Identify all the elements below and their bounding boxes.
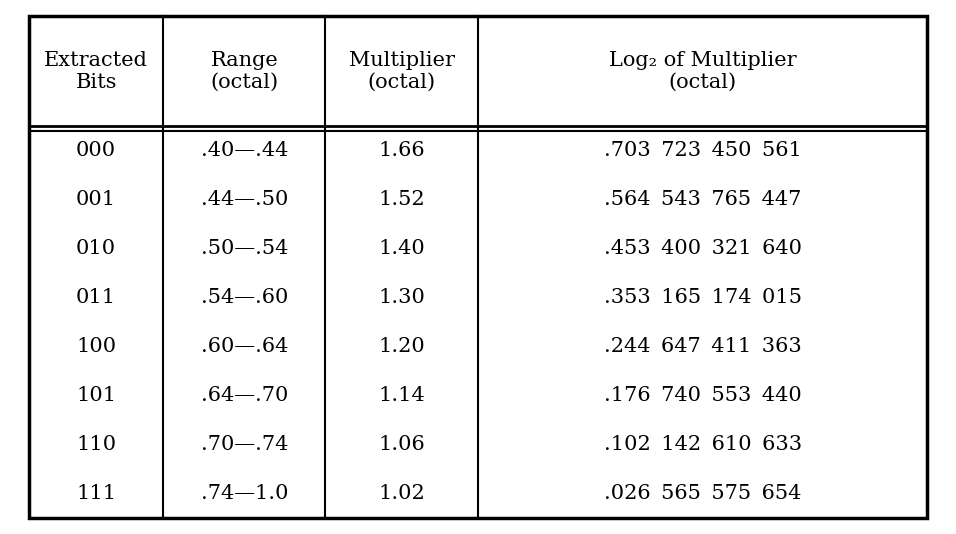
Text: 111: 111 — [76, 484, 116, 503]
Text: .102 142 610 633: .102 142 610 633 — [603, 435, 802, 454]
Text: Log₂ of Multiplier
(octal): Log₂ of Multiplier (octal) — [609, 51, 796, 92]
Text: .40—.44: .40—.44 — [201, 142, 288, 160]
Text: 1.06: 1.06 — [379, 435, 425, 454]
Text: 1.52: 1.52 — [379, 190, 424, 209]
Text: 1.20: 1.20 — [379, 337, 425, 356]
Text: .564 543 765 447: .564 543 765 447 — [604, 190, 801, 209]
Text: .44—.50: .44—.50 — [201, 190, 288, 209]
Text: 1.40: 1.40 — [379, 239, 425, 258]
Text: .453 400 321 640: .453 400 321 640 — [603, 239, 802, 258]
Text: 1.02: 1.02 — [379, 484, 425, 503]
Text: 110: 110 — [76, 435, 116, 454]
Text: 000: 000 — [76, 142, 116, 160]
Text: Extracted
Bits: Extracted Bits — [44, 51, 148, 92]
Text: .54—.60: .54—.60 — [201, 288, 288, 307]
Text: .026 565 575 654: .026 565 575 654 — [604, 484, 801, 503]
Text: 010: 010 — [76, 239, 116, 258]
Text: Multiplier
(octal): Multiplier (octal) — [349, 51, 455, 92]
Text: .64—.70: .64—.70 — [201, 386, 288, 405]
Text: 101: 101 — [76, 386, 116, 405]
Text: .60—.64: .60—.64 — [201, 337, 288, 356]
Text: Range
(octal): Range (octal) — [210, 51, 278, 92]
Text: .74—1.0: .74—1.0 — [201, 484, 288, 503]
Text: .353 165 174 015: .353 165 174 015 — [603, 288, 802, 307]
Text: 1.30: 1.30 — [379, 288, 425, 307]
Text: .703 723 450 561: .703 723 450 561 — [604, 142, 801, 160]
Text: 100: 100 — [76, 337, 116, 356]
Text: .176 740 553 440: .176 740 553 440 — [604, 386, 801, 405]
Text: 1.14: 1.14 — [379, 386, 425, 405]
Text: 011: 011 — [76, 288, 116, 307]
Text: 1.66: 1.66 — [379, 142, 424, 160]
Text: 001: 001 — [76, 190, 116, 209]
Text: .244 647 411 363: .244 647 411 363 — [604, 337, 801, 356]
Text: .50—.54: .50—.54 — [201, 239, 288, 258]
Text: .70—.74: .70—.74 — [201, 435, 288, 454]
